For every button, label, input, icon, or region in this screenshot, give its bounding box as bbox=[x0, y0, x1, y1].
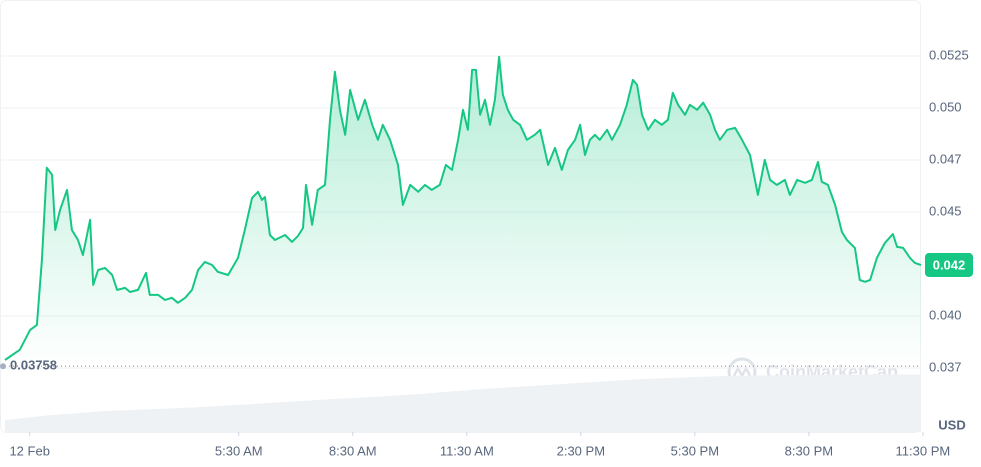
last-price-label: 0.042 bbox=[933, 257, 966, 272]
open-price-dot bbox=[0, 363, 6, 370]
currency-label: USD bbox=[938, 417, 965, 432]
x-tick-label: 11:30 AM bbox=[440, 443, 494, 458]
price-line bbox=[4, 55, 922, 361]
x-tick-label: 2:30 PM bbox=[557, 443, 605, 458]
y-tick-label: 0.037 bbox=[929, 359, 962, 374]
price-area bbox=[5, 56, 921, 367]
x-tick-label: 11:30 PM bbox=[896, 443, 951, 458]
y-tick-label: 0.040 bbox=[929, 307, 962, 322]
plot-frame bbox=[0, 0, 921, 433]
volume-area bbox=[5, 374, 921, 432]
y-tick-label: 0.045 bbox=[929, 203, 962, 218]
x-tick-label: 8:30 PM bbox=[785, 443, 833, 458]
last-price-badge bbox=[925, 252, 973, 277]
x-tick-label: 8:30 AM bbox=[329, 443, 377, 458]
x-tick-label: 5:30 AM bbox=[215, 443, 263, 458]
y-tick-label: 0.047 bbox=[929, 151, 962, 166]
x-tick-label: 5:30 PM bbox=[671, 443, 719, 458]
y-tick-label: 0.050 bbox=[929, 99, 962, 114]
open-price-label: 0.03758 bbox=[10, 358, 57, 373]
y-tick-label: 0.0525 bbox=[929, 47, 969, 62]
x-tick-label: 12 Feb bbox=[9, 443, 49, 458]
